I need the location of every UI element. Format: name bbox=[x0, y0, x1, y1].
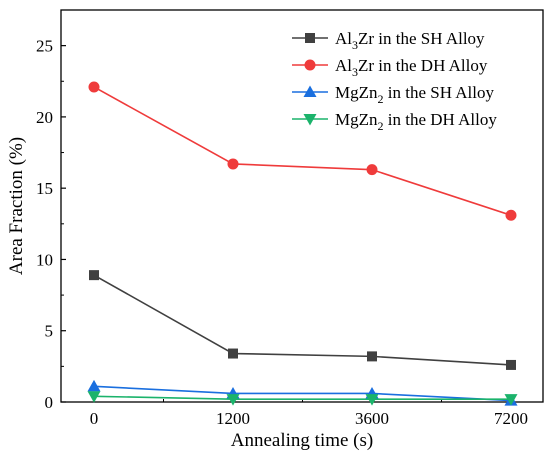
series-line bbox=[93, 86, 512, 217]
series-line bbox=[93, 385, 512, 402]
data-point bbox=[366, 164, 378, 176]
legend-swatch-marker bbox=[303, 114, 317, 126]
data-point bbox=[505, 209, 517, 221]
x-tick-label: 7200 bbox=[494, 409, 528, 428]
y-tick-label: 20 bbox=[36, 108, 53, 127]
data-point bbox=[506, 359, 516, 370]
series-4 bbox=[87, 391, 518, 406]
x-tick-label: 1200 bbox=[216, 409, 250, 428]
data-point bbox=[367, 351, 377, 362]
y-tick-label: 15 bbox=[36, 179, 53, 198]
y-axis-title: Area Fraction (%) bbox=[6, 137, 27, 275]
legend-label: Al3Zr in the DH Alloy bbox=[335, 56, 488, 79]
legend-swatch-marker bbox=[304, 59, 316, 71]
legend-label: MgZn2 in the DH Alloy bbox=[335, 110, 497, 133]
data-point bbox=[227, 158, 239, 170]
legend-swatch-marker bbox=[303, 85, 317, 97]
x-tick-label: 3600 bbox=[355, 409, 389, 428]
series-layer bbox=[87, 81, 518, 406]
legend-item: MgZn2 in the DH Alloy bbox=[292, 110, 497, 133]
series-2 bbox=[88, 81, 517, 221]
legend-swatch-marker bbox=[305, 33, 315, 43]
x-tick-label: 0 bbox=[90, 409, 99, 428]
y-axis: 0 5 10 15 20 25 bbox=[36, 37, 66, 412]
series-line bbox=[93, 395, 511, 400]
legend-item: Al3Zr in the SH Alloy bbox=[292, 29, 485, 52]
legend-label: MgZn2 in the SH Alloy bbox=[335, 83, 495, 106]
y-tick-label: 25 bbox=[36, 37, 53, 56]
data-point bbox=[89, 270, 99, 281]
x-axis: 0 1200 3600 7200 bbox=[90, 397, 528, 428]
series-1 bbox=[89, 270, 516, 370]
data-point bbox=[87, 391, 101, 403]
series-line bbox=[93, 274, 512, 366]
y-tick-label: 5 bbox=[45, 322, 54, 341]
data-point bbox=[226, 394, 240, 406]
data-point bbox=[504, 394, 518, 406]
y-tick-label: 0 bbox=[45, 393, 54, 412]
x-axis-title: Annealing time (s) bbox=[231, 430, 373, 451]
data-point bbox=[88, 81, 100, 93]
data-point bbox=[365, 394, 379, 406]
legend-item: MgZn2 in the SH Alloy bbox=[292, 83, 495, 106]
legend-label: Al3Zr in the SH Alloy bbox=[335, 29, 485, 52]
legend: Al3Zr in the SH Alloy Al3Zr in the DH All… bbox=[292, 29, 497, 133]
y-tick-label: 10 bbox=[36, 250, 53, 269]
data-point bbox=[228, 348, 238, 359]
data-point bbox=[87, 379, 101, 392]
legend-item: Al3Zr in the DH Alloy bbox=[292, 56, 488, 79]
